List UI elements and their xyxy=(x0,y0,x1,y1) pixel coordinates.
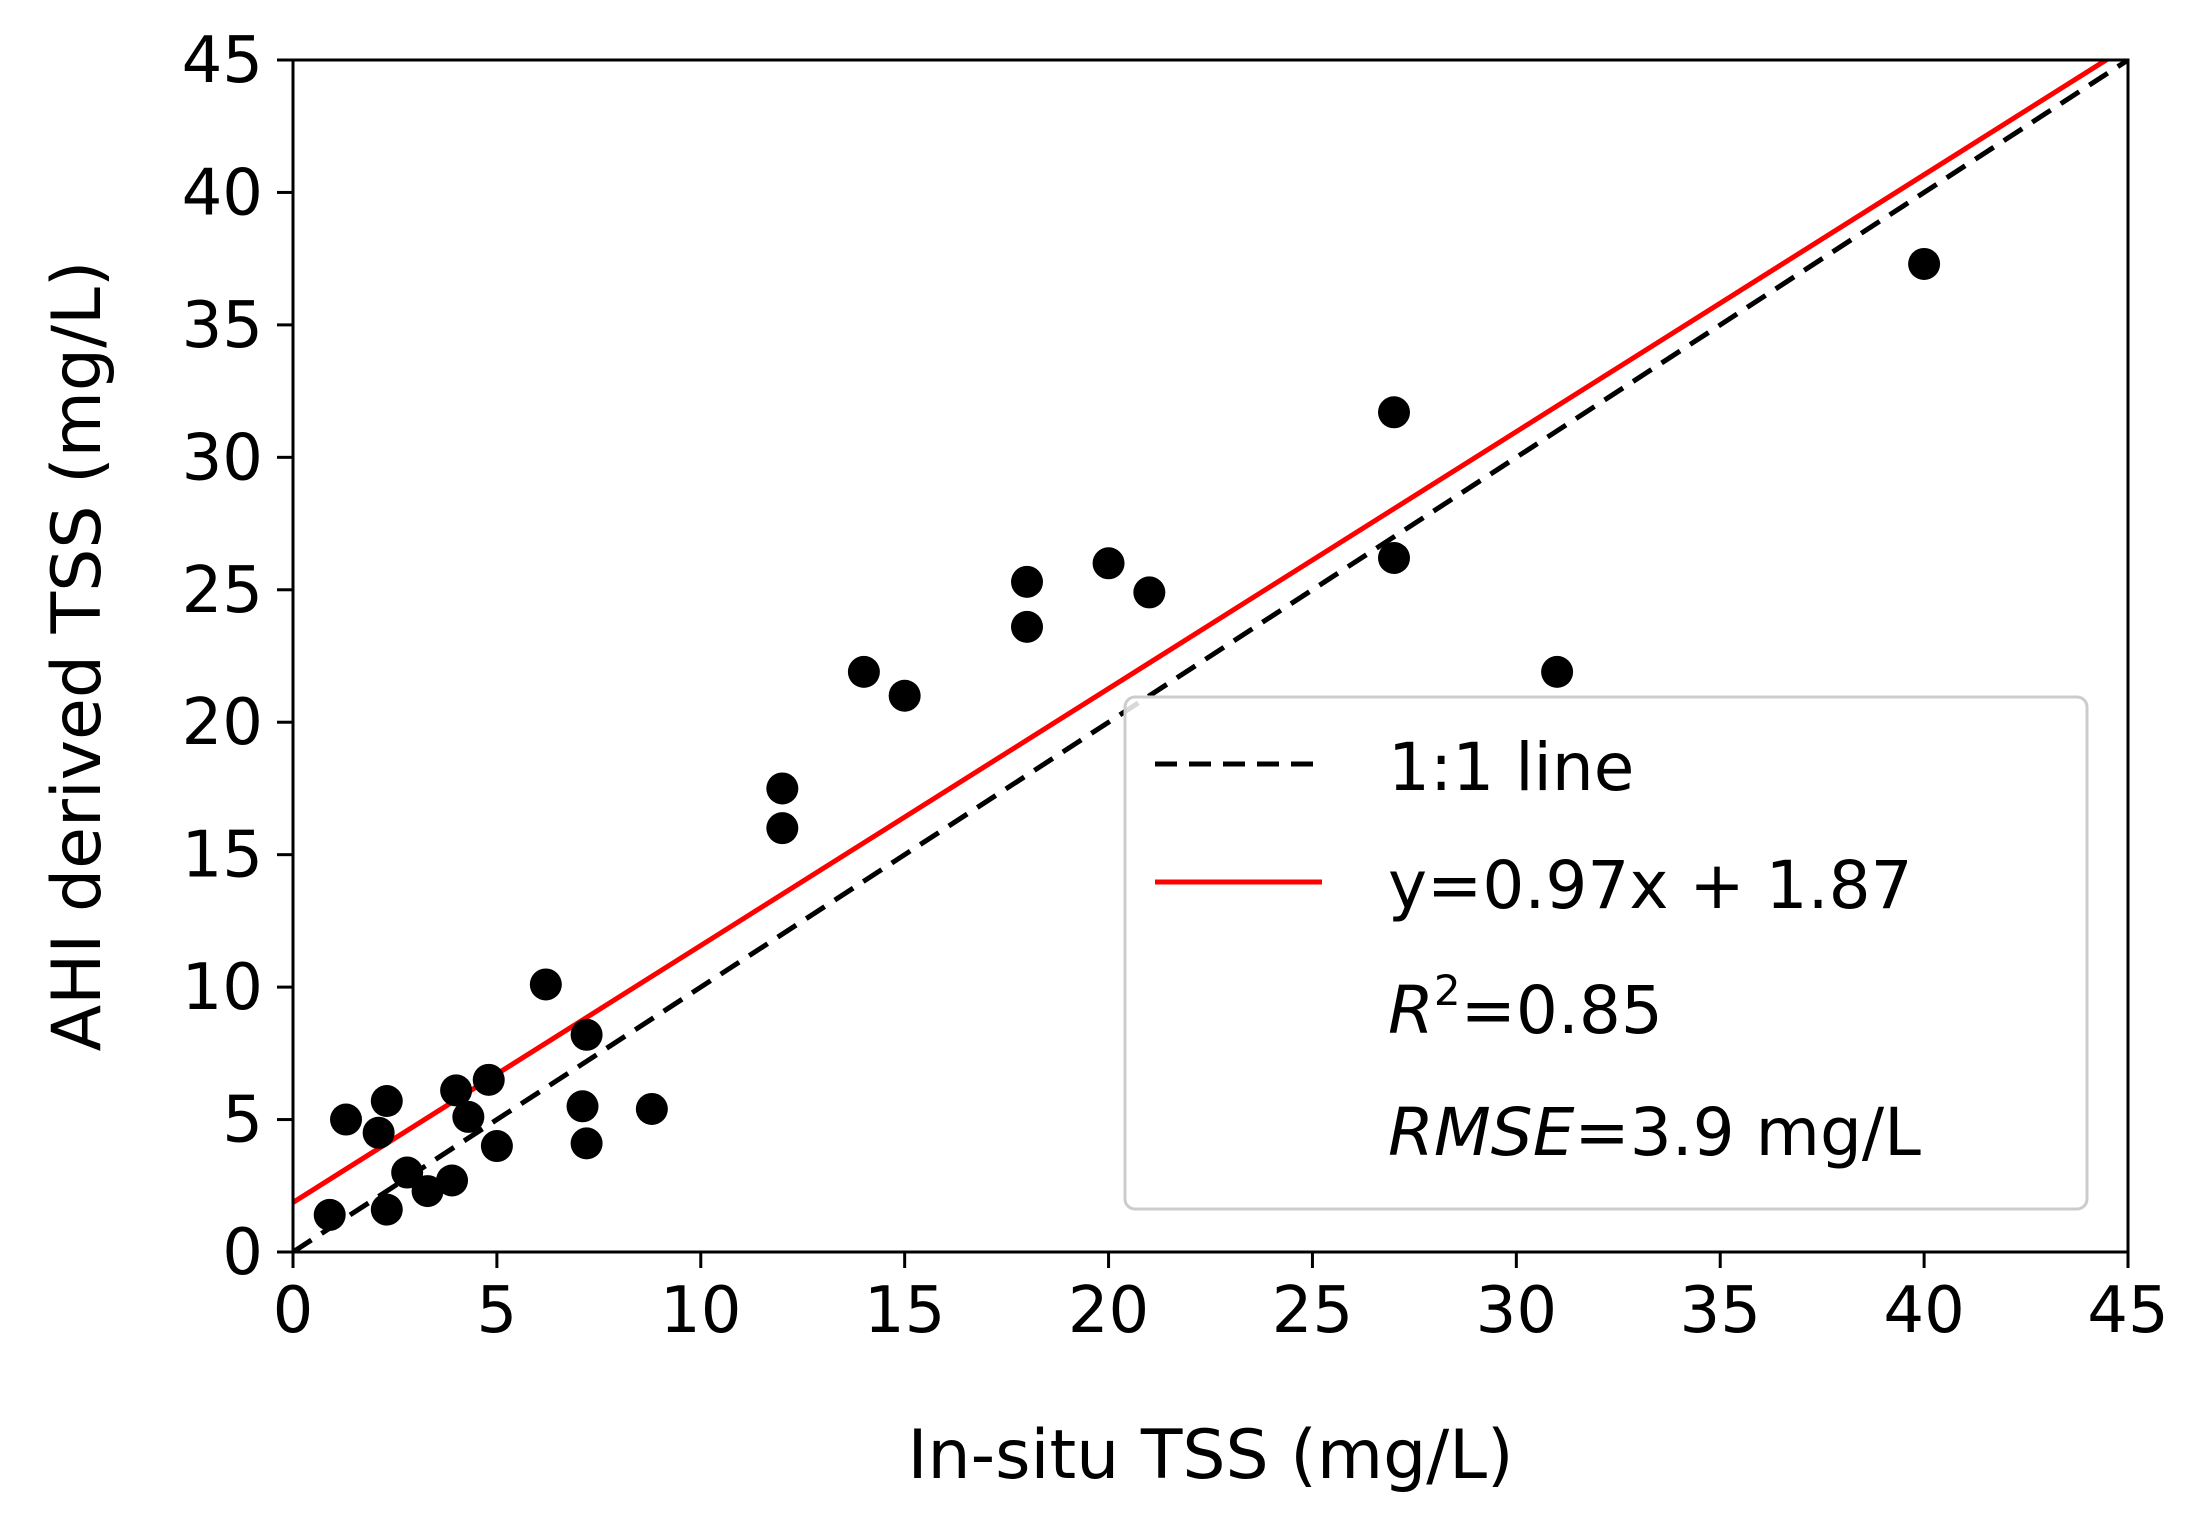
y-tick-label: 5 xyxy=(222,1084,263,1158)
x-tick-label: 10 xyxy=(660,1274,741,1348)
x-tick-label: 0 xyxy=(273,1274,314,1348)
data-point xyxy=(411,1175,444,1208)
data-point xyxy=(391,1156,424,1189)
data-point xyxy=(440,1074,473,1107)
data-point xyxy=(1541,655,1574,688)
x-tick-label: 15 xyxy=(864,1274,945,1348)
y-tick-label: 45 xyxy=(182,24,263,98)
data-point xyxy=(480,1130,513,1163)
data-point xyxy=(529,968,562,1001)
data-point xyxy=(1011,565,1043,598)
data-point xyxy=(1011,610,1043,643)
legend-r2-symbol: R xyxy=(1388,972,1434,1049)
data-point xyxy=(1908,247,1941,280)
plot-area xyxy=(293,60,2128,1252)
data-point xyxy=(370,1193,403,1226)
legend-r2: R2=0.85 xyxy=(1388,966,1663,1049)
data-point xyxy=(370,1085,403,1118)
legend: 1:1 line y=0.97x + 1.87 R2=0.85 RMSE=3.9… xyxy=(1123,695,2089,1211)
legend-rmse: RMSE=3.9 mg/L xyxy=(1388,1094,1921,1171)
legend-r2-exponent: 2 xyxy=(1434,966,1461,1015)
data-point xyxy=(1378,541,1410,574)
legend-r2-value: =0.85 xyxy=(1461,972,1663,1049)
x-axis-ticks: 0 5 10 15 20 25 30 35 40 45 xyxy=(273,1252,2169,1348)
data-point xyxy=(635,1092,668,1125)
x-tick-label: 45 xyxy=(2087,1274,2168,1348)
y-tick-label: 25 xyxy=(182,554,263,628)
data-point xyxy=(570,1127,603,1160)
data-point xyxy=(566,1090,599,1123)
x-tick-label: 25 xyxy=(1272,1274,1353,1348)
regression-line xyxy=(293,60,2111,1205)
legend-box xyxy=(1123,695,2089,1211)
data-point xyxy=(472,1063,505,1096)
x-tick-label: 30 xyxy=(1476,1274,1557,1348)
data-point xyxy=(888,679,921,712)
y-tick-label: 10 xyxy=(182,951,263,1025)
y-tick-label: 20 xyxy=(182,686,263,760)
data-point xyxy=(1092,547,1125,580)
y-tick-label: 35 xyxy=(182,289,263,363)
y-tick-label: 40 xyxy=(182,156,263,230)
y-tick-label: 0 xyxy=(222,1216,263,1290)
data-point xyxy=(1378,396,1410,429)
data-point xyxy=(1133,576,1166,609)
x-tick-label: 40 xyxy=(1883,1274,1964,1348)
x-tick-label: 35 xyxy=(1680,1274,1761,1348)
y-tick-label: 30 xyxy=(182,421,263,495)
y-axis-title: AHI derived TSS (mg/L) xyxy=(38,261,117,1052)
one-to-one-line xyxy=(293,60,2128,1252)
legend-label-fit: y=0.97x + 1.87 xyxy=(1388,847,1913,924)
data-point xyxy=(766,772,799,805)
y-axis-ticks: 0 5 10 15 20 25 30 35 40 45 xyxy=(182,24,293,1290)
data-point xyxy=(362,1116,395,1149)
data-point xyxy=(766,812,799,845)
data-point xyxy=(452,1100,485,1133)
data-point xyxy=(313,1198,346,1231)
legend-rmse-value: =3.9 mg/L xyxy=(1574,1094,1921,1171)
data-point xyxy=(330,1103,363,1136)
data-point xyxy=(847,655,880,688)
legend-label-1to1: 1:1 line xyxy=(1388,729,1634,806)
x-tick-label: 20 xyxy=(1068,1274,1149,1348)
data-point xyxy=(436,1164,469,1197)
y-tick-label: 15 xyxy=(182,819,263,893)
x-tick-label: 5 xyxy=(477,1274,518,1348)
x-axis-title: In-situ TSS (mg/L) xyxy=(907,1416,1513,1495)
legend-rmse-symbol: RMSE xyxy=(1388,1094,1575,1171)
axes-frame xyxy=(291,58,2130,1254)
data-point xyxy=(570,1018,603,1051)
